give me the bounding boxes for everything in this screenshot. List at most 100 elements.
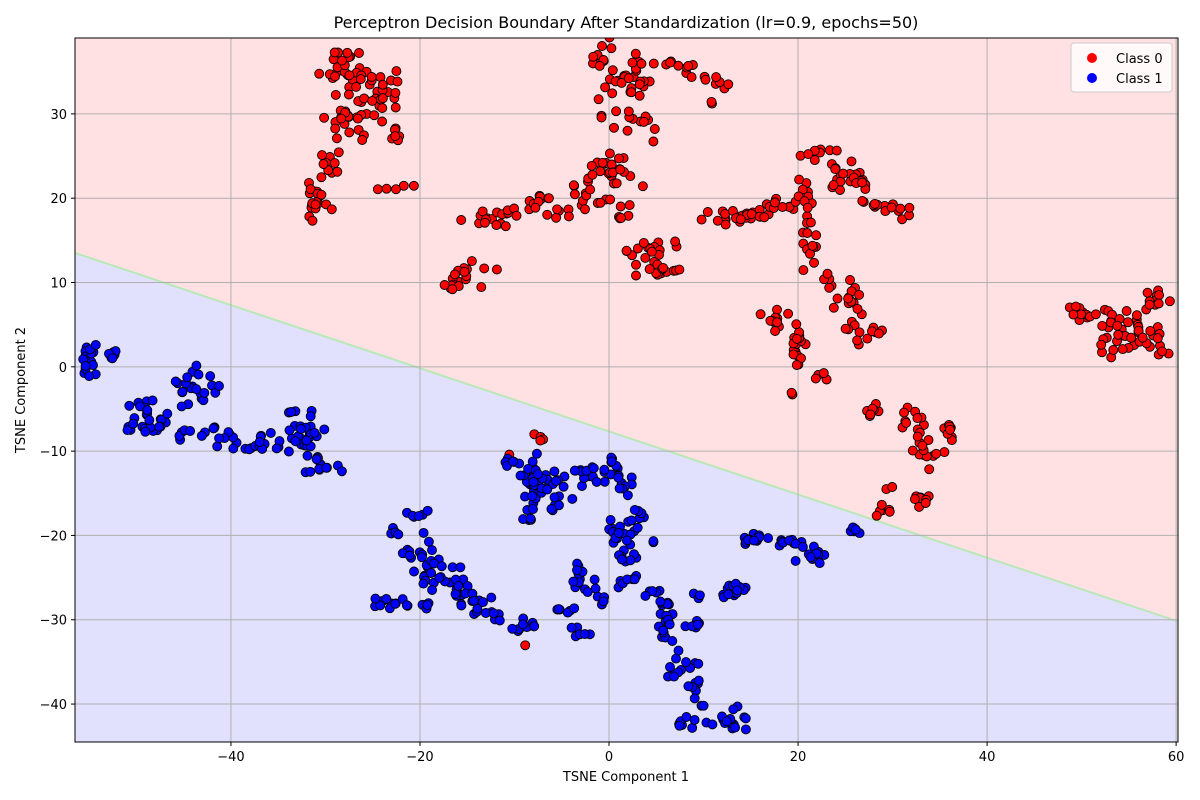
data-point [791,333,802,344]
data-point [846,156,857,167]
data-point [476,282,487,293]
data-point [759,212,770,223]
plot-area [75,38,1178,742]
data-point [530,202,541,213]
data-point [598,596,609,607]
data-point [566,622,577,633]
data-point [605,515,616,525]
data-point [1154,290,1165,301]
data-point [634,79,645,90]
data-point [265,427,276,438]
data-point [205,371,216,382]
y-tick-label: −20 [40,529,67,544]
data-point [466,256,477,267]
data-point [185,426,196,436]
series-class-0 [304,38,1175,651]
data-point [456,215,467,225]
data-point [591,476,602,487]
data-point [305,184,316,195]
data-point [805,552,816,563]
data-point [607,88,618,99]
data-point [655,596,666,607]
data-point [472,603,483,614]
data-point [372,184,383,195]
data-point [886,202,897,213]
data-point [852,335,863,346]
data-point [517,619,528,630]
data-point [1144,299,1155,310]
data-point [613,472,624,483]
data-point [667,636,678,646]
data-point [176,401,187,412]
data-point [854,327,865,338]
data-point [333,147,344,158]
data-point [305,466,316,477]
data-point [286,407,297,417]
data-point [794,174,805,185]
data-point [732,585,743,596]
data-point [850,524,861,535]
data-point [393,529,404,540]
data-point [542,209,553,220]
data-point [527,456,538,467]
data-point [791,360,802,370]
data-point [479,217,490,228]
data-point [681,657,691,668]
data-point [615,164,626,175]
data-point [763,533,774,544]
data-point [770,326,781,336]
data-point [828,302,839,313]
data-point [354,48,364,58]
data-point [154,421,165,432]
data-point [329,158,340,169]
data-point [648,58,659,69]
data-point [449,269,460,280]
data-point [479,263,490,274]
data-point [600,82,611,93]
data-point [611,106,622,117]
data-point [604,38,615,43]
data-point [1145,325,1156,336]
data-point [626,515,637,526]
data-point [535,435,546,446]
data-point [436,561,447,572]
data-point [494,615,505,626]
data-point [669,671,679,682]
data-point [625,555,636,566]
data-point [912,431,923,442]
data-point [290,436,301,447]
data-point [228,443,239,454]
data-point [511,210,522,221]
y-tick-label: 0 [59,361,67,376]
data-point [1113,329,1124,340]
data-point [551,476,561,486]
data-point [822,268,833,279]
data-point [1142,287,1153,298]
data-point [1164,296,1175,307]
data-point [693,658,704,669]
data-point [1117,344,1128,355]
data-point [422,600,433,611]
class-0-region [75,38,1178,622]
data-point [377,79,388,90]
data-point [634,90,645,101]
data-point [648,536,659,547]
data-point [543,193,554,204]
data-point [694,590,705,601]
data-point [1123,317,1133,328]
data-point [357,135,368,145]
data-point [901,417,912,428]
data-point [552,204,563,215]
legend-marker-class-0 [1087,53,1097,63]
data-point [426,568,437,578]
chart-title: Perceptron Decision Boundary After Stand… [334,13,919,32]
y-tick-label: −30 [40,614,67,629]
decision-boundary-line [75,252,1178,623]
data-point [702,207,713,217]
data-point [629,504,640,515]
data-point [622,490,633,501]
data-point [147,395,158,406]
data-point [873,328,884,339]
data-point [392,76,403,87]
